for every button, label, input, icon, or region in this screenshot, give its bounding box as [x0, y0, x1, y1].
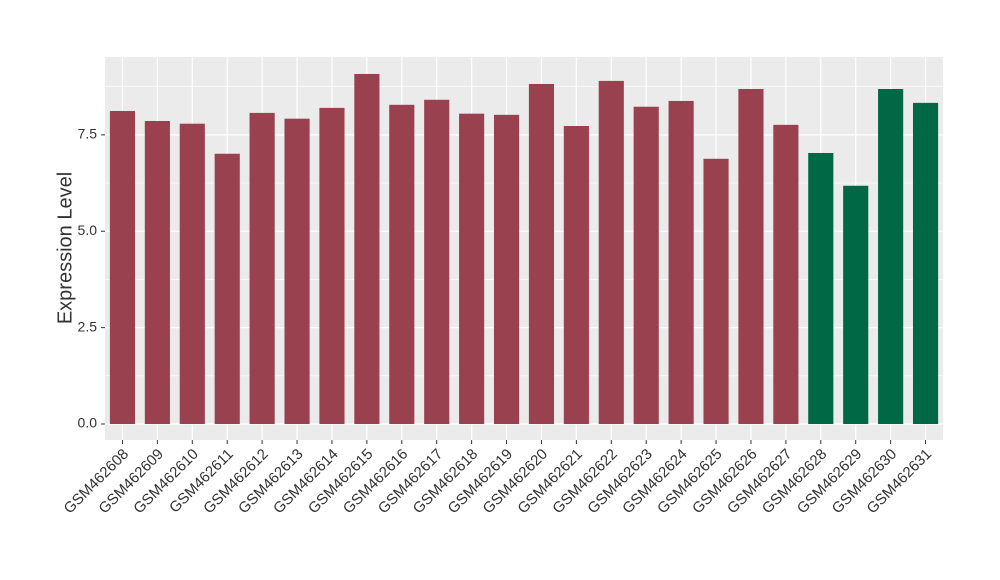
y-tick-label: 2.5	[78, 318, 98, 334]
bar	[493, 114, 520, 425]
bar	[319, 107, 345, 425]
bar	[633, 106, 659, 425]
bar	[773, 124, 799, 425]
bar	[284, 118, 310, 425]
bar	[354, 73, 380, 425]
bar	[249, 112, 275, 425]
y-tick-label: 0.0	[78, 415, 98, 431]
y-tick-label: 7.5	[78, 126, 98, 142]
bar	[703, 158, 729, 425]
bar	[563, 126, 589, 425]
bar	[738, 88, 764, 425]
bar	[144, 120, 170, 425]
bar	[598, 80, 624, 425]
bar	[389, 104, 415, 425]
bar	[214, 153, 240, 425]
bar	[878, 88, 904, 425]
panel	[105, 57, 943, 440]
bar	[109, 110, 136, 425]
bar	[808, 152, 834, 425]
bar	[912, 102, 939, 425]
bar	[528, 83, 555, 425]
bar	[179, 123, 205, 425]
y-tick-label: 5.0	[78, 222, 98, 238]
bar	[843, 185, 869, 425]
bar	[424, 99, 450, 425]
bar	[459, 113, 485, 425]
bar	[668, 100, 694, 425]
y-axis-label: Expression Level	[54, 172, 76, 324]
